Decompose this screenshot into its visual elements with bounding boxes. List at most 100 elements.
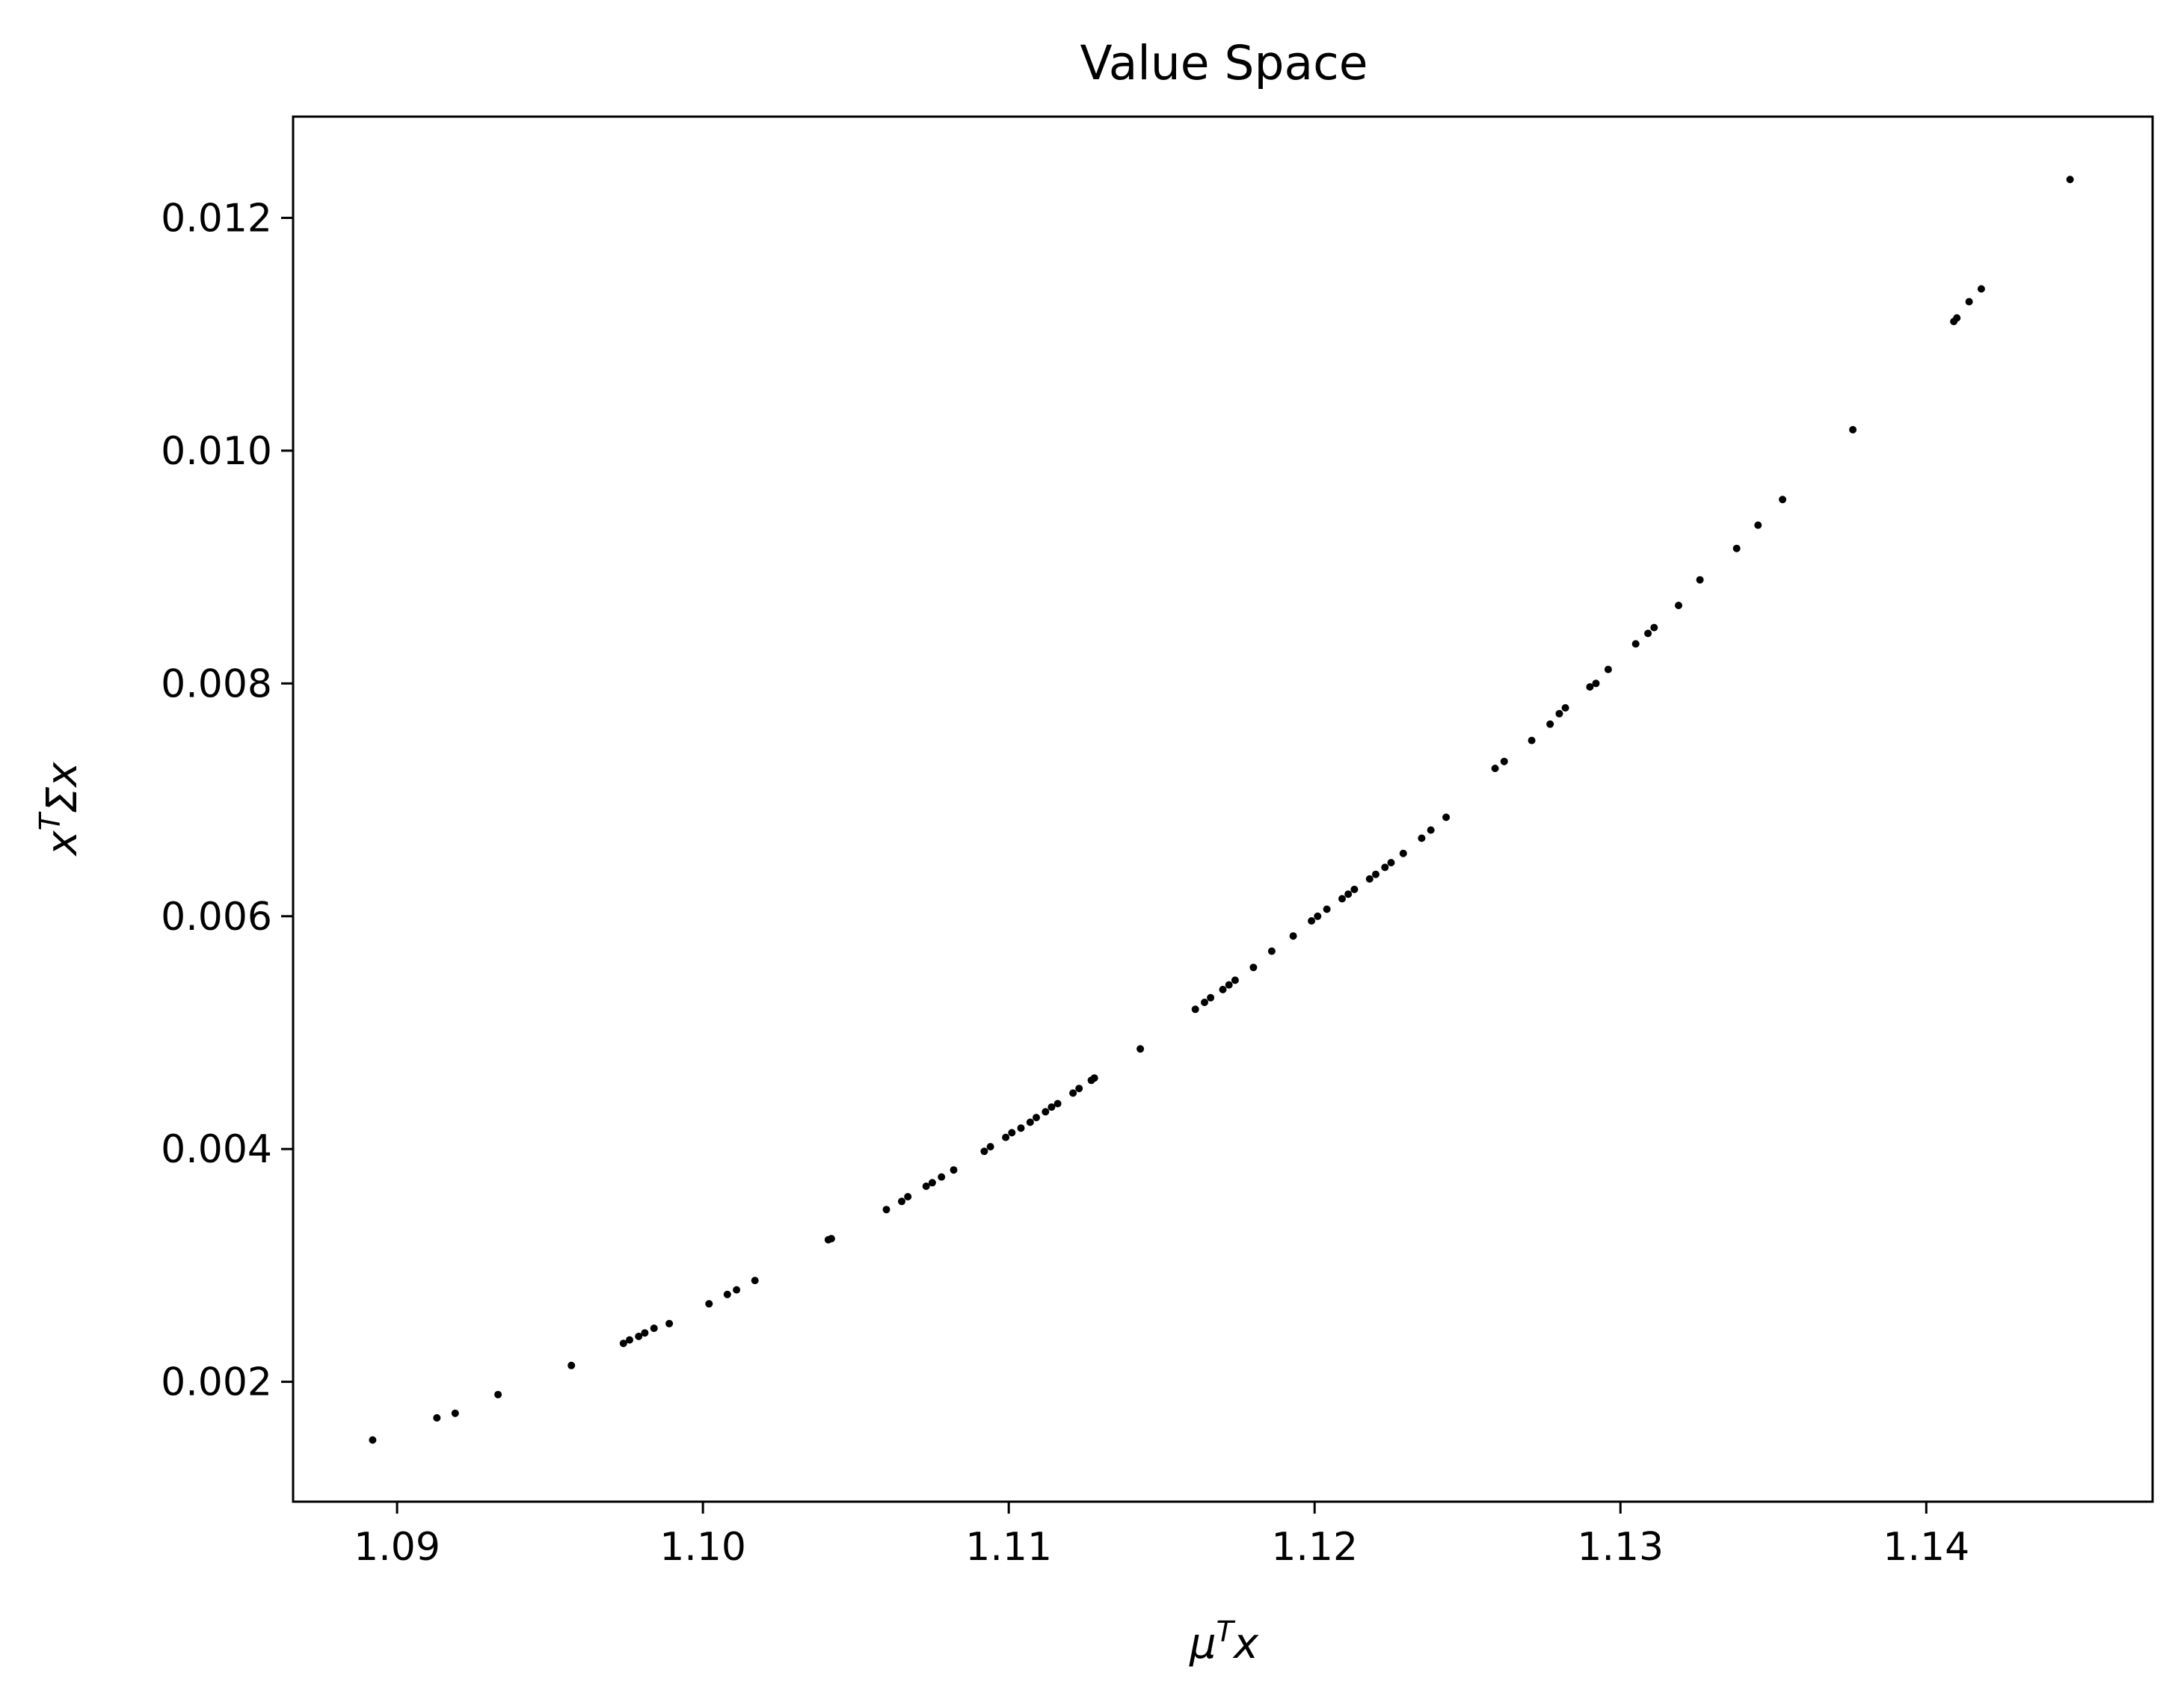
data-point-82 <box>1965 297 1973 306</box>
data-point-54 <box>1365 875 1374 883</box>
data-point-32 <box>1048 1103 1056 1111</box>
data-point-11 <box>705 1300 713 1308</box>
data-point-81 <box>1953 314 1961 322</box>
data-point-18 <box>898 1197 905 1206</box>
x-tick-label-4: 1.13 <box>1577 1525 1664 1570</box>
plot-area-frame <box>292 115 2154 1503</box>
data-point-14 <box>751 1277 759 1285</box>
data-point-77 <box>1754 521 1762 529</box>
data-point-42 <box>1219 985 1227 993</box>
y-tick-label-2: 0.006 <box>161 895 272 940</box>
x-tick-label-5: 1.14 <box>1883 1525 1969 1570</box>
data-point-23 <box>950 1166 958 1174</box>
y-axis-label-base: x <box>38 830 87 857</box>
x-axis-label: μTx <box>1189 1615 1259 1668</box>
data-point-61 <box>1442 813 1451 821</box>
data-point-44 <box>1231 976 1239 984</box>
x-axis-label-sup: T <box>1216 1615 1236 1648</box>
data-point-6 <box>626 1336 633 1344</box>
x-axis-label-tail: x <box>1232 1620 1259 1668</box>
data-point-84 <box>2066 176 2074 184</box>
data-point-60 <box>1427 826 1435 834</box>
data-point-22 <box>938 1173 946 1181</box>
data-point-47 <box>1289 932 1297 940</box>
x-axis-label-base: μ <box>1189 1620 1216 1668</box>
data-point-68 <box>1586 683 1594 691</box>
data-point-26 <box>1002 1133 1010 1141</box>
data-point-27 <box>1008 1129 1016 1137</box>
data-point-2 <box>451 1409 459 1417</box>
data-points <box>369 176 2074 1444</box>
data-point-50 <box>1323 905 1331 913</box>
data-point-34 <box>1069 1089 1077 1097</box>
data-point-9 <box>650 1325 658 1332</box>
data-point-40 <box>1201 999 1208 1006</box>
data-point-56 <box>1381 863 1389 872</box>
data-point-55 <box>1372 870 1379 878</box>
data-point-74 <box>1675 602 1682 609</box>
y-axis-label: xTΣx <box>34 762 87 857</box>
data-point-63 <box>1500 757 1508 765</box>
data-point-35 <box>1075 1085 1083 1093</box>
data-point-46 <box>1267 947 1276 955</box>
x-axis-ticks: 1.09 1.10 1.11 1.12 1.13 1.14 <box>354 1502 1969 1570</box>
data-point-78 <box>1779 496 1787 504</box>
data-point-8 <box>641 1329 649 1337</box>
data-point-79 <box>1849 425 1857 434</box>
data-point-59 <box>1418 834 1426 842</box>
data-point-57 <box>1387 859 1395 867</box>
data-point-48 <box>1308 917 1316 925</box>
data-point-20 <box>922 1183 930 1190</box>
data-point-39 <box>1191 1005 1199 1014</box>
data-point-13 <box>733 1286 741 1294</box>
data-point-21 <box>928 1179 936 1187</box>
data-point-75 <box>1696 576 1704 584</box>
y-tick-label-0: 0.002 <box>161 1360 272 1405</box>
y-axis-label-tail: Σx <box>38 762 87 813</box>
chart-title: Value Space <box>1080 36 1368 90</box>
data-point-51 <box>1338 895 1346 903</box>
data-point-12 <box>723 1290 731 1298</box>
x-tick-label-2: 1.11 <box>965 1525 1052 1570</box>
data-point-1 <box>433 1413 441 1422</box>
data-point-43 <box>1225 981 1233 989</box>
data-point-29 <box>1026 1118 1034 1126</box>
data-point-24 <box>980 1147 988 1156</box>
data-point-25 <box>986 1143 994 1151</box>
data-point-17 <box>882 1206 890 1214</box>
data-point-62 <box>1491 765 1499 772</box>
x-tick-label-1: 1.10 <box>659 1525 746 1570</box>
data-point-70 <box>1604 665 1612 673</box>
data-point-4 <box>567 1361 576 1369</box>
data-point-5 <box>619 1339 627 1348</box>
data-point-33 <box>1053 1100 1062 1108</box>
y-tick-label-3: 0.008 <box>161 662 272 706</box>
data-point-30 <box>1033 1114 1040 1122</box>
data-point-72 <box>1644 629 1652 638</box>
y-tick-label-4: 0.010 <box>161 429 272 474</box>
data-point-64 <box>1528 736 1536 744</box>
y-axis-ticks: 0.002 0.004 0.006 0.008 0.010 0.012 <box>161 196 293 1405</box>
data-point-28 <box>1017 1124 1025 1132</box>
data-point-69 <box>1592 679 1600 688</box>
data-point-66 <box>1555 709 1563 718</box>
data-point-71 <box>1631 640 1640 648</box>
data-point-31 <box>1042 1108 1050 1116</box>
x-tick-label-0: 1.09 <box>354 1525 440 1570</box>
data-point-10 <box>665 1319 674 1328</box>
data-point-0 <box>369 1436 377 1444</box>
data-point-41 <box>1207 993 1215 1002</box>
data-point-83 <box>1977 285 1985 293</box>
data-point-45 <box>1249 963 1258 972</box>
data-point-38 <box>1136 1045 1145 1053</box>
data-point-76 <box>1732 544 1741 552</box>
data-point-7 <box>635 1332 643 1340</box>
y-tick-label-5: 0.012 <box>161 196 272 241</box>
data-point-52 <box>1344 890 1353 898</box>
y-tick-label-1: 0.004 <box>161 1127 272 1172</box>
data-point-37 <box>1090 1074 1098 1082</box>
data-point-19 <box>904 1193 912 1200</box>
data-point-16 <box>827 1235 835 1243</box>
